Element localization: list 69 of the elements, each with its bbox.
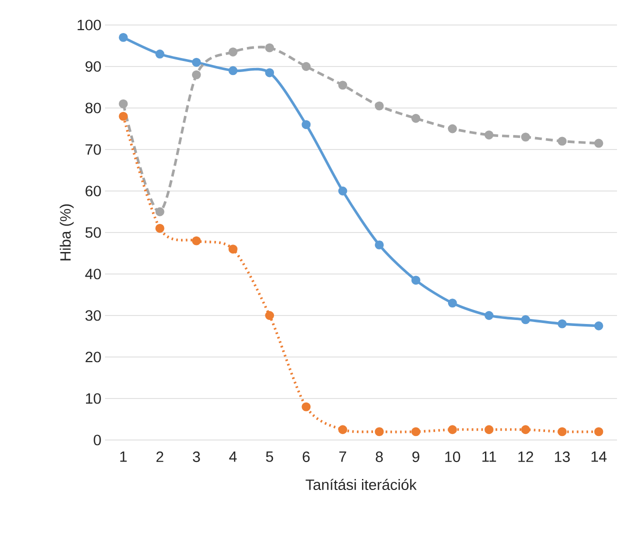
point [265, 43, 274, 52]
point [374, 427, 384, 436]
point [374, 240, 384, 250]
x-tick-label: 3 [192, 451, 200, 462]
x-tick-label: 13 [554, 451, 570, 462]
point [558, 427, 567, 436]
point [192, 236, 201, 246]
point [302, 402, 311, 412]
x-tick-label: 7 [339, 451, 346, 462]
point [228, 244, 238, 254]
y-tick-label: 90 [86, 61, 101, 72]
point [594, 138, 604, 148]
point [155, 207, 164, 216]
point [374, 101, 384, 110]
point [448, 298, 457, 308]
x-tick-label: 14 [592, 451, 607, 462]
point [302, 120, 311, 130]
point [192, 58, 201, 67]
y-tick-label: 70 [86, 144, 101, 155]
x-tick-label: 12 [518, 451, 534, 462]
x-tick-label: 5 [266, 451, 274, 462]
y-tick-label: 100 [78, 20, 101, 30]
point [484, 425, 494, 434]
point [558, 136, 567, 146]
y-tick-label: 10 [86, 393, 101, 404]
x-tick-label: 10 [445, 451, 460, 462]
point [265, 311, 274, 320]
point [118, 99, 128, 108]
x-tick-label: 2 [156, 451, 164, 462]
point [338, 80, 348, 90]
y-axis-title: Hiba (%) [60, 204, 74, 260]
point [594, 427, 604, 436]
y-tick-label: 20 [86, 352, 101, 362]
point [484, 130, 494, 140]
point [558, 319, 567, 328]
y-tick-label: 0 [94, 434, 101, 446]
point [338, 425, 348, 434]
point [265, 68, 274, 78]
point [338, 186, 348, 196]
point [228, 66, 238, 76]
point [521, 132, 530, 142]
point [302, 62, 311, 71]
y-tick-label: 80 [86, 102, 101, 114]
y-tick-label: 60 [86, 186, 101, 196]
y-tick-label: 50 [85, 227, 101, 238]
point [411, 276, 420, 285]
point [118, 112, 128, 121]
point [155, 224, 164, 233]
point [484, 311, 494, 320]
point [448, 124, 457, 134]
point [411, 427, 420, 436]
point [594, 321, 604, 330]
x-tick-label: 6 [302, 451, 310, 462]
x-tick-label: 9 [412, 451, 420, 462]
x-tick-label: 8 [376, 451, 383, 462]
point [521, 425, 530, 434]
point [448, 425, 457, 434]
x-tick-label: 1 [120, 451, 127, 462]
point [118, 32, 128, 42]
point [192, 70, 201, 80]
y-tick-label: 30 [85, 310, 101, 321]
x-axis-title: Tanítási iterációk [306, 478, 417, 490]
point [521, 315, 530, 324]
x-tick-label: 4 [229, 451, 237, 462]
x-tick-label: 11 [482, 451, 496, 462]
point [155, 50, 164, 59]
y-tick-label: 40 [85, 268, 101, 280]
point [411, 114, 420, 123]
point [228, 47, 238, 56]
